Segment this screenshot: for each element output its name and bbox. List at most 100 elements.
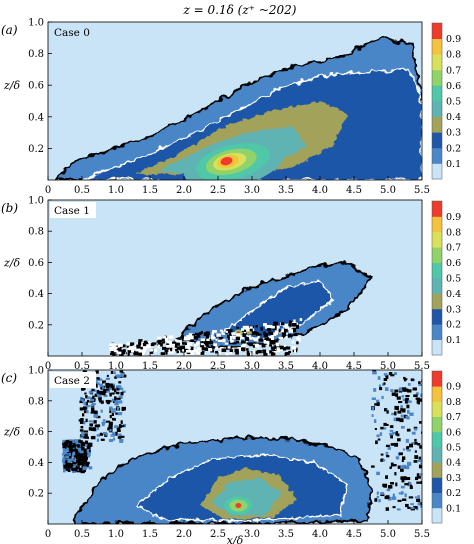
speckle	[273, 332, 279, 335]
speckle	[235, 336, 240, 341]
x-tick-label: 3.5	[278, 529, 294, 540]
speckle	[225, 352, 229, 356]
speckle	[221, 348, 227, 352]
speckle	[418, 474, 421, 478]
speckle	[148, 341, 151, 344]
speckle	[73, 463, 76, 468]
speckle	[79, 458, 85, 462]
speckle	[245, 348, 249, 351]
speckle	[111, 413, 115, 417]
speckle	[278, 336, 283, 340]
speckle	[82, 387, 86, 390]
speckle	[99, 432, 103, 436]
colorbar-segment	[432, 132, 442, 149]
speckle	[215, 346, 219, 350]
speckle	[246, 350, 250, 355]
colorbar-tick-label: 0.5	[446, 274, 461, 285]
speckle	[400, 425, 405, 429]
speckle	[130, 342, 135, 346]
speckle	[111, 387, 115, 391]
speckle	[186, 336, 191, 341]
speckle	[108, 425, 113, 430]
speckle	[86, 449, 90, 453]
speckle	[395, 393, 399, 397]
speckle	[257, 350, 262, 354]
speckle	[174, 349, 179, 352]
speckle	[111, 392, 115, 395]
speckle	[396, 396, 401, 400]
y-tick-label: 0.6	[28, 427, 44, 438]
y-tick-label: 0.8	[28, 49, 44, 60]
x-tick-label: 3.0	[244, 185, 260, 196]
speckle	[111, 408, 116, 411]
speckle	[65, 440, 70, 444]
speckle	[96, 433, 100, 437]
speckle	[68, 441, 73, 444]
colorbar-segment	[432, 147, 442, 164]
speckle	[86, 405, 91, 408]
colorbar-tick-label: 0.6	[446, 427, 461, 438]
speckle	[121, 374, 127, 378]
speckle	[249, 326, 253, 331]
speckle	[297, 337, 301, 342]
speckle	[127, 350, 133, 353]
speckle	[376, 495, 379, 499]
speckle	[102, 419, 106, 422]
speckle	[192, 350, 197, 353]
speckle	[410, 378, 414, 382]
colorbar-segment	[432, 293, 442, 310]
speckle	[83, 448, 87, 453]
speckle	[227, 346, 231, 349]
speckle	[81, 432, 85, 437]
speckle	[86, 410, 89, 414]
speckle	[121, 344, 126, 348]
speckle	[378, 499, 381, 503]
speckle	[114, 425, 119, 429]
speckle	[77, 444, 80, 448]
speckle	[79, 461, 84, 465]
speckle	[299, 318, 303, 322]
x-tick-label: 1.5	[142, 361, 158, 372]
speckle	[268, 340, 273, 344]
speckle	[255, 332, 259, 335]
panel-1: 0 0.5 1.0 1.5 2.0 2.5 3.0 3.5 4.0 4.5 5.0 5.5 0.2 0.4…	[1, 18, 461, 197]
colorbar: 0.9 0.8 0.7 0.6 0.5 0.4 0.3 0.2 0.1	[431, 370, 461, 524]
speckle	[275, 342, 280, 347]
speckle	[269, 344, 273, 347]
speckle	[81, 430, 84, 434]
speckle	[296, 336, 300, 340]
speckle	[371, 406, 375, 411]
speckle	[394, 411, 397, 416]
speckle	[380, 493, 385, 497]
colorbar-tick-label: 0.3	[446, 128, 461, 139]
speckle	[418, 456, 422, 460]
speckle	[269, 350, 273, 354]
speckle	[64, 452, 69, 456]
speckle	[110, 343, 115, 347]
speckle	[236, 326, 239, 329]
speckle	[77, 447, 82, 452]
y-tick-label: 1.0	[28, 18, 44, 29]
speckle	[293, 319, 296, 323]
speckle	[82, 460, 86, 464]
speckle	[66, 453, 71, 456]
speckle	[166, 344, 171, 348]
speckle	[66, 447, 69, 452]
speckle	[78, 455, 83, 460]
speckle	[215, 350, 220, 354]
panel-2: 0 0.5 1.0 1.5 2.0 2.5 3.0 3.5 4.0 4.5 5.0 5.5 0.2 0.4…	[1, 196, 461, 373]
x-tick-label: 4.0	[312, 529, 328, 540]
speckle	[237, 347, 242, 351]
speckle	[406, 404, 410, 409]
speckle	[82, 413, 85, 417]
speckle	[390, 374, 395, 377]
speckle	[183, 336, 187, 340]
speckle	[109, 392, 112, 397]
speckle	[266, 328, 272, 331]
speckle	[231, 332, 236, 335]
speckle	[110, 434, 115, 437]
x-tick-label: 4.5	[346, 361, 362, 372]
colorbar-segment	[432, 371, 442, 387]
speckle	[418, 398, 422, 402]
speckle	[84, 392, 87, 395]
